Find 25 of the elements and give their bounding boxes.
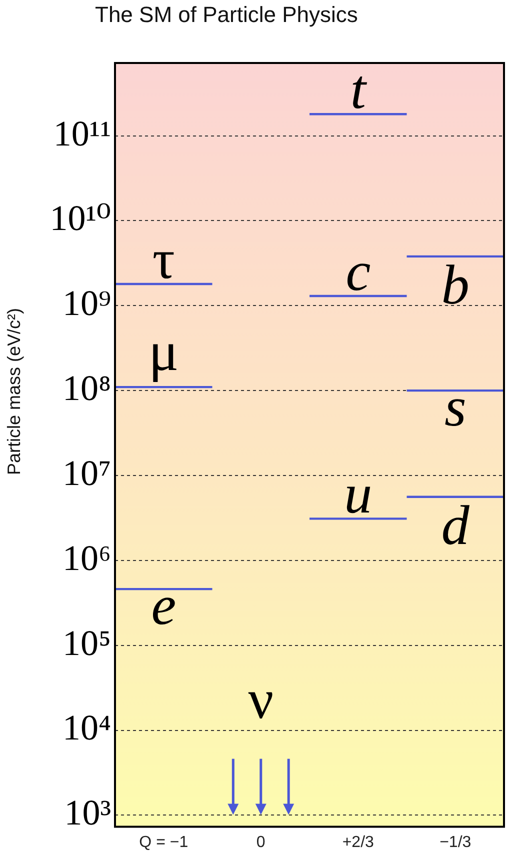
y-tick-label: 10³ [64,792,112,833]
x-tick-label: 0 [256,834,266,851]
annotation: c [346,240,371,303]
y-tick-label: 10⁹ [62,283,111,324]
annotation: s [444,376,466,439]
annotation: τ [152,228,175,291]
x-tick-label: −1/3 [440,834,472,851]
y-tick-label: 10¹⁰ [50,198,111,238]
annotation: u [344,464,372,526]
y-tick-label: 10⁶ [62,538,111,578]
y-tick-label: 10⁸ [62,368,111,408]
y-tick-label: 10¹¹ [53,113,111,154]
annotation: μ [148,321,179,384]
annotation: b [441,254,470,316]
annotation: d [441,494,470,557]
y-tick-label: 10⁵ [62,622,111,663]
x-tick-label: +2/3 [342,834,374,851]
annotation: e [151,575,176,638]
chart-title: The SM of Particle Physics [95,2,358,28]
y-tick-label: 10⁴ [62,708,111,748]
y-tick-label: 10⁷ [62,452,111,493]
x-tick-label: Q = −1 [139,834,188,851]
annotation: ν [248,668,274,731]
annotation: t [350,59,368,122]
y-axis-title: Particle mass (eV/c²) [4,308,25,475]
